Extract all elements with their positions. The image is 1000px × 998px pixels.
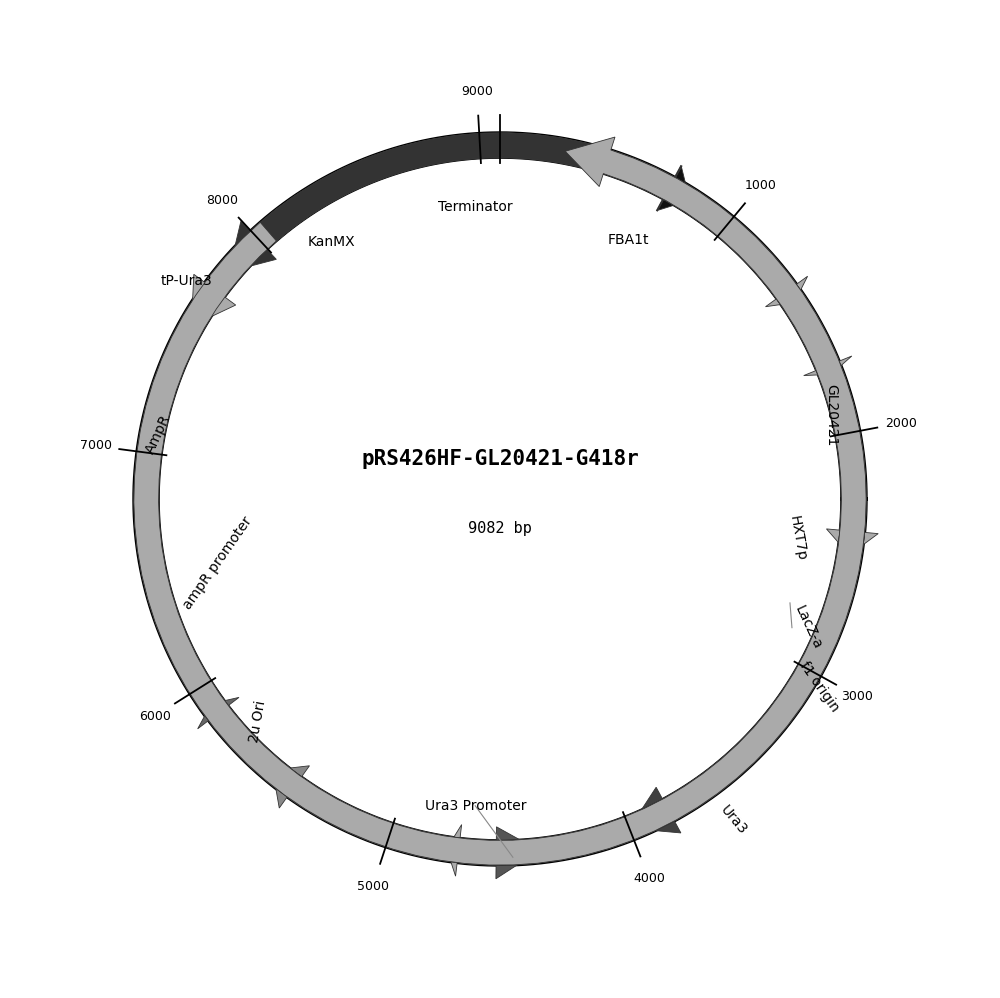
Text: 9000: 9000	[461, 86, 493, 99]
Polygon shape	[134, 137, 866, 865]
Text: Terminator: Terminator	[438, 200, 513, 214]
Text: f1 origin: f1 origin	[797, 660, 842, 715]
Text: 8000: 8000	[206, 194, 238, 207]
Polygon shape	[134, 133, 866, 865]
Text: 4000: 4000	[633, 872, 665, 885]
Text: tP-Ura3: tP-Ura3	[160, 274, 212, 288]
Text: KanMX: KanMX	[308, 235, 356, 249]
Text: 9082 bp: 9082 bp	[468, 521, 532, 536]
Polygon shape	[794, 313, 852, 375]
Polygon shape	[657, 166, 682, 212]
Text: HXT7p: HXT7p	[787, 515, 809, 562]
Text: 3000: 3000	[841, 690, 873, 703]
Polygon shape	[134, 133, 866, 879]
Polygon shape	[447, 824, 528, 876]
Text: 2000: 2000	[885, 416, 917, 430]
Text: GL20421: GL20421	[825, 383, 839, 446]
Text: pRS426HF-GL20421-G418r: pRS426HF-GL20421-G418r	[361, 449, 639, 469]
Polygon shape	[727, 226, 808, 306]
Polygon shape	[826, 394, 878, 555]
Polygon shape	[142, 133, 866, 865]
Polygon shape	[642, 165, 690, 211]
Text: 1000: 1000	[744, 179, 776, 192]
Text: LacZ-a: LacZ-a	[792, 604, 824, 652]
Polygon shape	[198, 698, 272, 771]
Text: AmpR: AmpR	[143, 413, 174, 456]
Polygon shape	[629, 576, 857, 833]
Text: Ura3 Promoter: Ura3 Promoter	[425, 798, 526, 812]
Text: 6000: 6000	[139, 710, 171, 723]
Text: 7000: 7000	[80, 439, 112, 452]
Text: 5000: 5000	[357, 880, 389, 893]
Text: ampR promoter: ampR promoter	[181, 514, 255, 612]
Text: FBA1t: FBA1t	[608, 233, 649, 247]
Polygon shape	[273, 765, 439, 859]
Text: Ura3: Ura3	[718, 803, 750, 838]
Text: 2u Ori: 2u Ori	[247, 700, 268, 744]
